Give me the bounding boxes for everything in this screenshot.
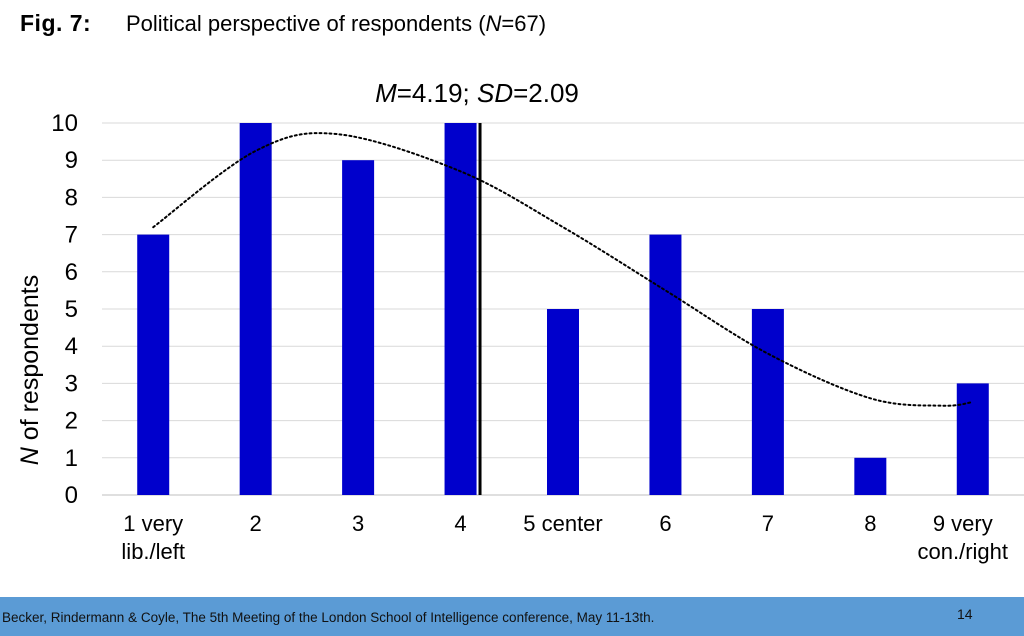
y-tick-label: 3 (65, 370, 78, 397)
x-tick-label: 2 (250, 511, 262, 536)
figure-label: Fig. 7: (20, 10, 92, 36)
x-tick-label: lib./left (121, 539, 185, 564)
x-tick-label: 4 (454, 511, 466, 536)
y-tick-label: 4 (65, 333, 78, 360)
subtitle-sd-text: =2.09 (513, 78, 579, 108)
bar (342, 160, 375, 495)
x-tick-label: 1 very (123, 511, 183, 536)
x-tick-layer: 1 very lib./left 2 3 4 5 center 6 7 8 9 very con./… (121, 511, 1008, 564)
bar (547, 309, 579, 495)
y-axis-label-symbol: N (16, 446, 44, 465)
x-tick-label: 6 (659, 511, 671, 536)
y-tick-label: 7 (65, 222, 78, 249)
figure-title: Political perspective of respondents (N=… (126, 11, 546, 37)
x-tick-label: 7 (762, 511, 774, 536)
y-axis-label: N of respondents (16, 275, 44, 465)
y-tick-layer: 0 1 2 3 4 5 6 7 8 9 10 (51, 110, 78, 509)
x-tick-label: con./right (918, 539, 1009, 564)
bar (444, 123, 477, 495)
y-tick-label: 10 (51, 110, 78, 137)
bar-layer (137, 123, 989, 495)
x-tick-label: 9 very (933, 511, 993, 536)
y-tick-label: 6 (65, 259, 78, 286)
x-tick-label: 5 center (523, 511, 603, 536)
trend-line-layer (152, 132, 974, 407)
footer-bar: Becker, Rindermann & Coyle, The 5th Meet… (0, 597, 1024, 636)
bar (751, 309, 784, 495)
y-tick-label: 2 (65, 408, 78, 435)
y-tick-label: 8 (65, 184, 78, 211)
y-tick-label: 9 (65, 147, 78, 174)
bar (854, 457, 887, 495)
y-tick-label: 1 (65, 445, 78, 472)
page-number: 14 (957, 606, 973, 622)
bar (239, 123, 272, 495)
bar (956, 383, 989, 495)
y-tick-label: 5 (65, 296, 78, 323)
trend-line (152, 132, 974, 407)
bar (649, 234, 682, 495)
footer-citation: Becker, Rindermann & Coyle, The 5th Meet… (2, 610, 655, 625)
bar (137, 234, 170, 495)
subtitle-m-symbol: M (375, 78, 397, 108)
subtitle-m-text: =4.19; (397, 78, 477, 108)
x-tick-label: 8 (864, 511, 876, 536)
subtitle-sd-symbol: SD (477, 78, 513, 108)
figure-title-prefix: Political perspective of respondents ( (126, 11, 486, 36)
y-axis-label-text: of respondents (16, 275, 44, 447)
bar-chart: M=4.19; SD=2.09 N of respondents 0 1 2 3 4 5 6… (16, 78, 1024, 564)
figure-title-n-symbol: N (485, 11, 502, 36)
x-tick-label: 3 (352, 511, 364, 536)
y-tick-label: 0 (65, 482, 78, 509)
chart-subtitle: M=4.19; SD=2.09 (375, 78, 579, 108)
figure-title-suffix: =67) (501, 11, 547, 36)
